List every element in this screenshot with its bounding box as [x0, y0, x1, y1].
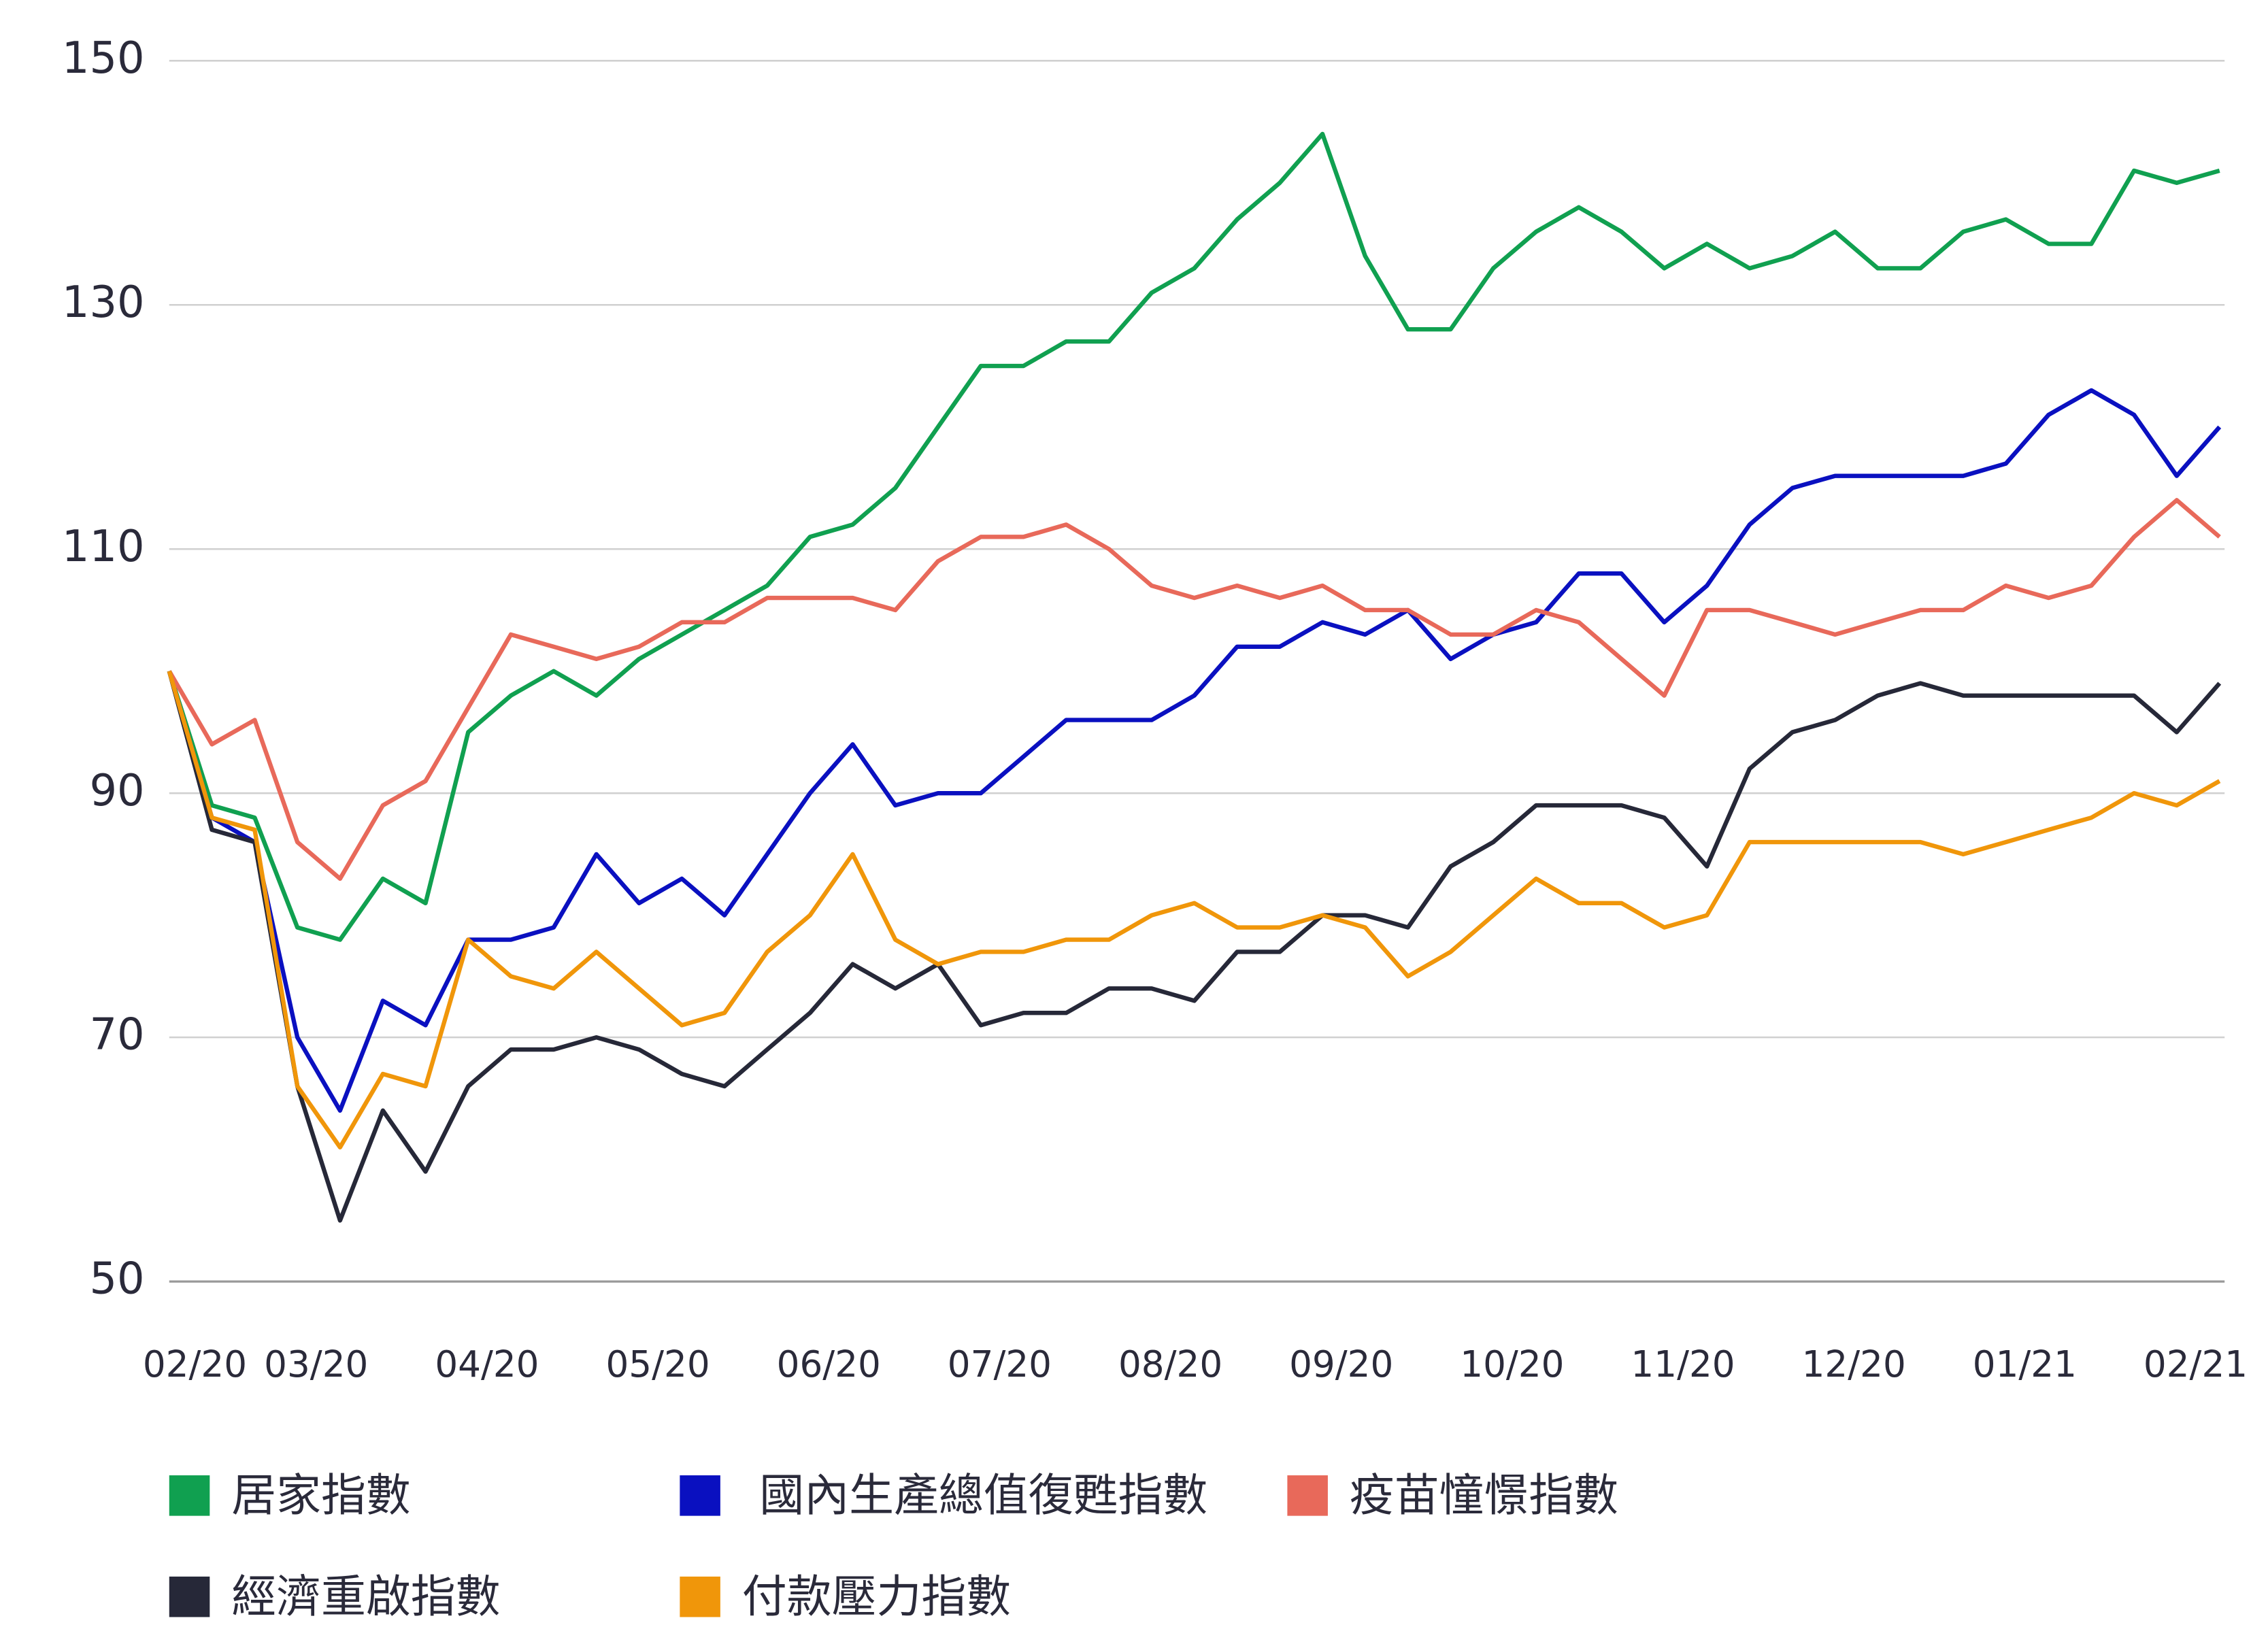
y-tick-label: 70: [89, 1010, 144, 1060]
x-tick-label: 08/20: [1118, 1343, 1222, 1385]
x-tick-label: 01/21: [1973, 1343, 2077, 1385]
x-tick-label: 02/20: [143, 1343, 247, 1385]
x-tick-label: 07/20: [948, 1343, 1052, 1385]
y-tick-label: 150: [62, 33, 145, 84]
x-tick-label: 11/20: [1631, 1343, 1735, 1385]
series-line: [167, 131, 2220, 942]
y-tick-label: 110: [62, 522, 145, 572]
legend-swatch: [680, 1576, 720, 1617]
x-tick-label: 04/20: [435, 1343, 539, 1385]
x-tick-label: 10/20: [1460, 1343, 1564, 1385]
legend-swatch: [169, 1576, 210, 1617]
x-tick-label: 06/20: [777, 1343, 881, 1385]
x-tick-label: 02/21: [2144, 1343, 2248, 1385]
y-tick-label: 130: [62, 278, 145, 328]
legend-swatch: [1287, 1475, 1328, 1516]
series-line: [167, 670, 2222, 1223]
series-line: [167, 498, 2221, 881]
x-tick-label: 05/20: [605, 1343, 710, 1385]
series-line: [167, 670, 2221, 1149]
legend-swatch: [169, 1475, 210, 1516]
legend-label: 居家指數: [231, 1469, 411, 1522]
series-line: [167, 388, 2222, 1113]
y-tick-label: 50: [89, 1254, 144, 1305]
legend-label: 疫苗憧憬指數: [1350, 1469, 1618, 1522]
x-tick-label: 09/20: [1289, 1343, 1393, 1385]
x-tick-label: 12/20: [1802, 1343, 1906, 1385]
y-tick-label: 90: [89, 766, 144, 816]
x-tick-label: 03/20: [264, 1343, 368, 1385]
legend-label: 國內生產總值復甦指數: [759, 1469, 1207, 1522]
legend-label: 經濟重啟指數: [231, 1571, 500, 1623]
legend-swatch: [680, 1475, 720, 1516]
legend-label: 付款壓力指數: [742, 1571, 1011, 1623]
